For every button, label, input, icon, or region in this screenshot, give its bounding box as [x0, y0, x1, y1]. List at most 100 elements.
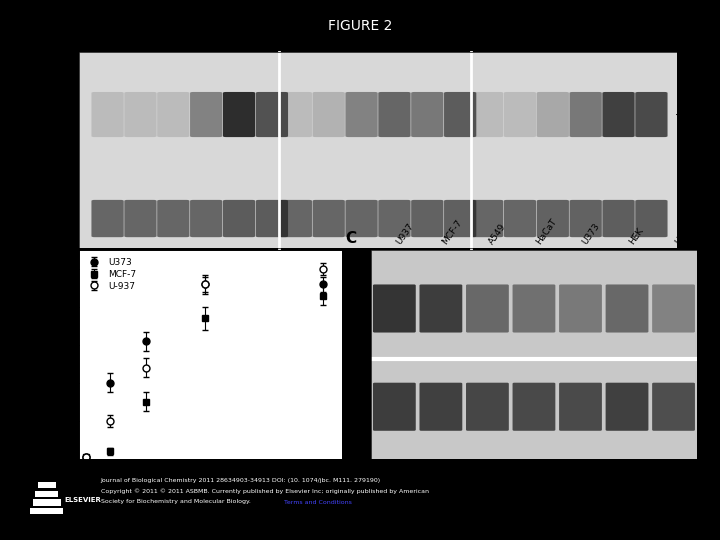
- Text: 25: 25: [548, 27, 557, 36]
- FancyBboxPatch shape: [570, 92, 602, 137]
- FancyBboxPatch shape: [504, 92, 536, 137]
- FancyBboxPatch shape: [444, 200, 477, 237]
- Text: U-937: U-937: [501, 6, 530, 16]
- FancyBboxPatch shape: [652, 383, 695, 431]
- Text: U373: U373: [580, 221, 601, 246]
- FancyBboxPatch shape: [346, 200, 378, 237]
- FancyBboxPatch shape: [279, 200, 312, 237]
- Text: 10: 10: [324, 27, 333, 36]
- Text: 50: 50: [390, 27, 400, 36]
- Text: 100: 100: [232, 27, 246, 36]
- Text: 100: 100: [420, 27, 435, 36]
- FancyBboxPatch shape: [466, 285, 509, 333]
- FancyBboxPatch shape: [471, 200, 503, 237]
- Text: NF-κB: NF-κB: [695, 110, 720, 119]
- FancyBboxPatch shape: [373, 285, 415, 333]
- FancyBboxPatch shape: [312, 92, 345, 137]
- Text: 0: 0: [485, 27, 490, 36]
- FancyBboxPatch shape: [346, 92, 378, 137]
- FancyBboxPatch shape: [559, 383, 602, 431]
- Text: A: A: [55, 27, 67, 42]
- FancyBboxPatch shape: [635, 200, 667, 237]
- FancyBboxPatch shape: [444, 92, 477, 137]
- FancyBboxPatch shape: [190, 92, 222, 137]
- FancyBboxPatch shape: [91, 200, 124, 237]
- FancyBboxPatch shape: [603, 200, 634, 237]
- Text: 10: 10: [135, 27, 145, 36]
- Text: FIGURE 2: FIGURE 2: [328, 19, 392, 33]
- Text: Journal of Biological Chemistry 2011 28634903-34913 DOI: (10. 1074/jbc. M111. 27: Journal of Biological Chemistry 2011 286…: [101, 478, 381, 483]
- FancyBboxPatch shape: [378, 92, 410, 137]
- FancyBboxPatch shape: [279, 92, 312, 137]
- Text: 50: 50: [581, 27, 590, 36]
- FancyBboxPatch shape: [606, 285, 649, 333]
- Text: AGE-HSA: AGE-HSA: [683, 19, 717, 28]
- FancyBboxPatch shape: [471, 92, 503, 137]
- FancyBboxPatch shape: [378, 200, 410, 237]
- Text: RAGE: RAGE: [713, 304, 720, 313]
- FancyBboxPatch shape: [603, 92, 634, 137]
- FancyBboxPatch shape: [411, 92, 444, 137]
- FancyBboxPatch shape: [256, 92, 288, 137]
- FancyBboxPatch shape: [223, 92, 255, 137]
- FancyBboxPatch shape: [466, 383, 509, 431]
- Text: Society for Biochemistry and Molecular Biology.: Society for Biochemistry and Molecular B…: [101, 500, 251, 504]
- FancyBboxPatch shape: [125, 92, 156, 137]
- Legend: U373, MCF-7, U-937: U373, MCF-7, U-937: [84, 254, 140, 294]
- Text: 0: 0: [649, 27, 654, 36]
- FancyBboxPatch shape: [223, 200, 255, 237]
- Text: 25: 25: [168, 27, 178, 36]
- Text: U373: U373: [150, 6, 176, 16]
- FancyBboxPatch shape: [420, 383, 462, 431]
- Text: HaCaT: HaCaT: [534, 217, 558, 246]
- FancyBboxPatch shape: [536, 92, 569, 137]
- FancyBboxPatch shape: [157, 92, 189, 137]
- FancyBboxPatch shape: [513, 285, 555, 333]
- Text: 50: 50: [202, 27, 211, 36]
- Text: B: B: [32, 231, 43, 246]
- Text: TNF: TNF: [412, 8, 428, 16]
- Text: ELSEVIER: ELSEVIER: [64, 496, 102, 503]
- FancyBboxPatch shape: [652, 285, 695, 333]
- Text: 0: 0: [293, 27, 298, 36]
- Bar: [33, 500, 60, 505]
- FancyBboxPatch shape: [411, 200, 444, 237]
- Bar: [38, 482, 55, 488]
- Text: TNF: TNF: [233, 8, 248, 16]
- Text: MCF-7: MCF-7: [441, 218, 464, 246]
- Text: 100: 100: [611, 27, 626, 36]
- X-axis label: AGE-HSA (μg/ml): AGE-HSA (μg/ml): [169, 484, 252, 494]
- FancyBboxPatch shape: [559, 285, 602, 333]
- FancyBboxPatch shape: [256, 200, 288, 237]
- FancyBboxPatch shape: [190, 200, 222, 237]
- Bar: [30, 508, 63, 514]
- FancyBboxPatch shape: [504, 200, 536, 237]
- FancyBboxPatch shape: [513, 383, 555, 431]
- Text: 25: 25: [356, 27, 366, 36]
- Text: Tubulin: Tubulin: [713, 402, 720, 411]
- FancyBboxPatch shape: [606, 383, 649, 431]
- Text: (μg/ml): (μg/ml): [683, 35, 711, 44]
- FancyBboxPatch shape: [420, 285, 462, 333]
- FancyBboxPatch shape: [125, 200, 156, 237]
- FancyBboxPatch shape: [536, 200, 569, 237]
- Text: HEK: HEK: [627, 226, 645, 246]
- Bar: [35, 490, 58, 497]
- Text: A549: A549: [487, 221, 508, 246]
- FancyBboxPatch shape: [157, 200, 189, 237]
- Text: U87: U87: [673, 226, 691, 246]
- Text: Terms and Conditions: Terms and Conditions: [284, 500, 352, 504]
- Text: 0: 0: [458, 27, 463, 36]
- Text: TNF: TNF: [579, 8, 595, 16]
- Text: 0: 0: [269, 27, 274, 36]
- FancyBboxPatch shape: [570, 200, 602, 237]
- Text: Copyright © 2011 © 2011 ASBMB. Currently published by Elsevier Inc; originally p: Copyright © 2011 © 2011 ASBMB. Currently…: [101, 489, 429, 494]
- FancyBboxPatch shape: [312, 200, 345, 237]
- Text: 10: 10: [515, 27, 525, 36]
- Text: C: C: [345, 231, 356, 246]
- Text: MCF-7: MCF-7: [345, 6, 375, 16]
- Text: 0: 0: [105, 27, 110, 36]
- FancyBboxPatch shape: [91, 92, 124, 137]
- Y-axis label: Inhibition of cell viability (%): Inhibition of cell viability (%): [42, 285, 52, 424]
- FancyBboxPatch shape: [373, 383, 415, 431]
